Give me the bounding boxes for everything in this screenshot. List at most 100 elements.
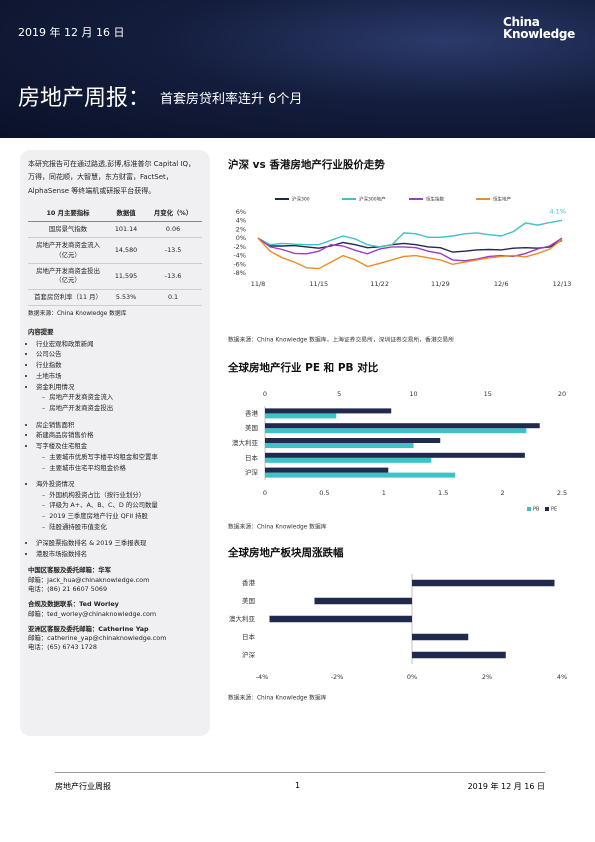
- x-tick-label: 20: [558, 390, 566, 398]
- y-tick-label: -4%: [233, 252, 246, 260]
- legend-label: 沪深300: [292, 196, 310, 203]
- contents-item: 写字楼及住宅租金主要城市优质写字楼平均租金和空置率主要城市住宅平均租金价格: [36, 442, 202, 473]
- line-series: [257, 219, 563, 248]
- y-tick-label: 日本: [245, 453, 259, 462]
- contact-line: 电话：(86) 21 6607 5069: [28, 584, 108, 593]
- contents-item: 房企销售面积: [36, 421, 202, 430]
- y-tick-label: 沪深: [242, 650, 256, 659]
- contents-subitem: 陆股通持股市值变化: [42, 523, 202, 532]
- logo: China Knowledge: [503, 16, 575, 40]
- y-tick-label: -8%: [233, 269, 246, 277]
- table-source: 数据来源：China Knowledge 数据库: [28, 310, 127, 317]
- bar: [265, 472, 456, 478]
- legend-label: 恒生地产: [493, 196, 511, 203]
- legend-swatch: [527, 507, 531, 511]
- contents-item: 新建商品房销售价格: [36, 431, 202, 440]
- x-tick-label: 11/15: [309, 280, 328, 288]
- bar: [265, 438, 441, 443]
- table-header-cell: 10 月主要指标: [28, 205, 109, 223]
- table-row: 房地产开发商资金流入（亿元） 14,580 -13.5: [28, 237, 202, 265]
- contact: 中国区客服及委托邮箱：华军 邮箱：jack_hua@chinaknowledge.…: [28, 566, 202, 594]
- annotation: 4.1%: [549, 207, 566, 215]
- y-tick-label: 美国: [242, 596, 255, 605]
- x-tick-label: 2.5: [557, 489, 567, 497]
- footer-left: 房地产行业周报: [55, 782, 111, 791]
- y-tick-label: 香港: [245, 408, 259, 417]
- legend-label: 恒生指数: [426, 196, 444, 203]
- y-tick-label: -6%: [233, 260, 246, 268]
- contents-subitem: 主要城市优质写字楼平均租金和空置率: [42, 453, 202, 462]
- line-series: [257, 237, 563, 270]
- contents-text: 行业宏观和政策新闻: [36, 339, 94, 348]
- contents-text: 资金利用情况: [36, 382, 75, 391]
- table-row: 国房景气指数 101.14 0.06: [28, 221, 202, 239]
- y-tick-label: 6%: [236, 208, 246, 216]
- x-tick-label: -2%: [331, 673, 344, 681]
- contents-subitem: 主要城市住宅平均租金价格: [42, 464, 202, 473]
- x-tick-label: 11/22: [370, 280, 389, 288]
- contents-text: 沪深股票指数排名 & 2019 三季报表现: [36, 539, 147, 548]
- page-number: 1: [295, 781, 301, 790]
- contents-sublist: 主要城市优质写字楼平均租金和空置率主要城市住宅平均租金价格: [36, 453, 202, 473]
- table-header-cell: 月变化（%）: [144, 205, 202, 223]
- bar: [265, 457, 432, 463]
- table-cell: 14,580: [108, 237, 145, 265]
- y-tick-label: 日本: [242, 632, 256, 641]
- contents-subitem: 2019 三季度房地产行业 QFII 持股: [42, 512, 202, 521]
- report-title: 房地产周报：: [18, 86, 151, 111]
- y-tick-label: 4%: [236, 217, 246, 225]
- table-cell: 11,595: [108, 263, 145, 290]
- chart-source: 数据来源：China Knowledge 数据库: [228, 523, 327, 531]
- contact-title: 亚洲区客服及委托邮箱：Catherine Yap: [28, 624, 149, 633]
- legend-label: 沪深300地产: [359, 196, 386, 203]
- x-tick-label: 12/6: [494, 280, 509, 288]
- legend-swatch: [545, 507, 549, 511]
- y-tick-label: 2%: [236, 225, 246, 233]
- y-tick-label: 澳大利亚: [232, 438, 259, 447]
- x-tick-label: 12/13: [553, 280, 572, 288]
- chart-title: 全球房地产板块周涨跌幅: [227, 546, 344, 559]
- report-date: 2019 年 12 月 16 日: [18, 26, 125, 39]
- table-body: 国房景气指数 101.14 0.06 房地产开发商资金流入（亿元） 14,580 -13.…: [28, 221, 202, 306]
- contents-subitem: 房地产开发商资金流入: [42, 393, 202, 402]
- contents-item: 资金利用情况房地产开发商资金流入房地产开发商资金投出: [36, 383, 202, 414]
- x-tick-label: 10: [409, 390, 417, 398]
- x-tick-label: 11/8: [251, 280, 266, 288]
- chart-source: 数据来源：China Knowledge 数据库: [228, 694, 327, 702]
- y-tick-label: 香港: [242, 578, 256, 587]
- contents-text: 行业指数: [36, 361, 62, 370]
- table-cell: 0.06: [144, 221, 202, 239]
- legend-label: PB: [533, 507, 540, 513]
- table-cell: 5.53%: [108, 289, 145, 306]
- bar: [412, 651, 506, 659]
- bar: [265, 408, 392, 414]
- report-subtitle: 首套房贷利率连升 6个月: [160, 92, 303, 107]
- x-tick-label: 1: [382, 489, 386, 497]
- contact: 亚洲区客服及委托邮箱：Catherine Yap 邮箱：catherine_yap…: [28, 625, 202, 653]
- table-header-cell: 数据值: [108, 205, 145, 223]
- table-header: 10 月主要指标 数据值 月变化（%）: [28, 205, 202, 223]
- contact-title: 合规及数据联系：Ted Worley: [28, 600, 119, 609]
- bar: [265, 423, 540, 429]
- contact-line: 邮箱：jack_hua@chinaknowledge.com: [28, 575, 150, 584]
- contents-title: 内容提要: [28, 328, 54, 337]
- table-cell: -13.6: [144, 263, 202, 290]
- table-row: 房地产开发商资金投出（亿元） 11,595 -13.6: [28, 263, 202, 290]
- contents-text: 港股市场指数排名: [36, 550, 88, 559]
- x-tick-label: 4%: [557, 673, 567, 681]
- intro: 本研究报告可在通过路透,彭博,标准普尔 Capital IQ，万得，同花顺，大智…: [28, 160, 196, 195]
- contents-item: 土地市场: [36, 372, 202, 381]
- x-tick-label: 2: [501, 489, 505, 497]
- x-tick-label: 0: [263, 390, 267, 398]
- y-tick-label: 美国: [245, 423, 258, 432]
- contents-group: 行业宏观和政策新闻公司公告行业指数土地市场资金利用情况房地产开发商资金流入房地产…: [28, 340, 202, 414]
- bar: [269, 615, 412, 623]
- logo-text: Knowledge: [502, 27, 575, 41]
- table-cell: 101.14: [108, 221, 145, 239]
- contents-group: 沪深股票指数排名 & 2019 三季报表现港股市场指数排名: [28, 539, 202, 559]
- contents-text: 海外投资情况: [36, 479, 75, 488]
- contents-subitem: 外国机构投资占比（按行业划分）: [42, 491, 202, 500]
- contact-line: 电话：(65) 6743 1728: [28, 643, 97, 652]
- contents-item: 沪深股票指数排名 & 2019 三季报表现: [36, 539, 202, 548]
